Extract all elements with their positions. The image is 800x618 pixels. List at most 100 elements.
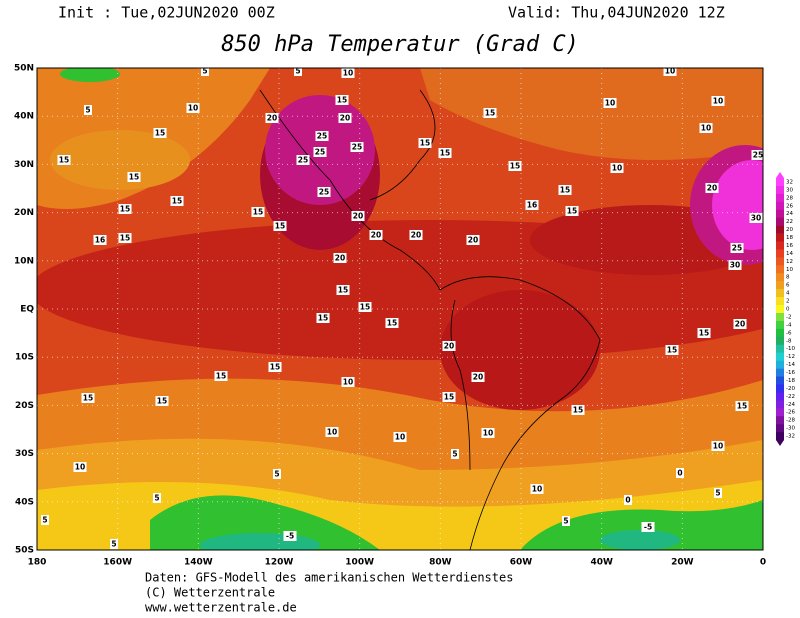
valid-time: Valid: Thu,04JUN2020 12Z [508,4,725,22]
contour-label: 16 [95,236,105,245]
contour-label-box [466,235,480,245]
colorbar-swatch [776,201,784,211]
colorbar-swatch [776,273,784,282]
contour-label-box [341,377,355,387]
colorbar-label: 8 [786,275,790,281]
colorbar-label: -16 [786,370,795,376]
contour-label: 15 [337,96,347,105]
colorbar-label: 0 [786,307,790,313]
contour-label-box [641,522,655,532]
lat-label: 20N [14,208,34,218]
colorbar-label: -4 [786,322,792,328]
colorbar-label: 24 [786,211,793,217]
colorbar-swatch [776,257,784,266]
contour-label-box [624,495,632,505]
contour-label: 20 [444,342,454,351]
contour-label-box [214,371,228,381]
contour-label: 30 [751,214,761,223]
contour-label: 5 [295,67,300,76]
colorbar-swatch [776,408,784,417]
contour-label: 10 [483,429,493,438]
contour-label: 10 [327,428,337,437]
contour-label-box [296,155,310,165]
contour-label: 15 [318,314,328,323]
contour-label-box [571,405,585,415]
contour-label: 15 [59,156,69,165]
contour-label-box [603,98,617,108]
contour-label-box [118,233,132,243]
contour-label-box [711,96,725,106]
field-green [60,68,120,82]
colorbar-label: -14 [786,362,795,368]
contour-label: 20 [267,114,277,123]
contour-label: 20 [735,320,745,329]
contour-label-box [201,68,209,76]
contour-label: 15 [360,303,370,312]
contour-label-box [714,488,722,498]
colorbar-swatch [776,400,784,409]
colorbar-label: -12 [786,354,795,360]
contour-label: 5 [202,67,207,76]
colorbar-label: -8 [786,338,792,344]
contour-label: 15 [253,208,263,217]
contour-label: 5 [274,470,279,479]
contour-label: 5 [452,450,457,459]
colorbar-swatch [776,233,784,242]
contour-label: 10 [665,67,675,76]
contour-label-box [730,243,744,253]
contour-label-box [676,468,684,478]
lat-label: 40S [15,497,34,507]
colorbar-swatch [776,209,784,218]
contour-label-box [317,187,331,197]
colorbar-label: 18 [786,235,793,241]
lat-label: 20S [15,401,34,411]
contour-label: 15 [444,393,454,402]
contour-label-box [733,319,747,329]
contour-label: 10 [612,164,622,173]
contour-label: 10 [532,485,542,494]
contour-label-box [294,68,302,76]
contour-label: 5 [85,106,90,115]
contour-label-box [711,441,725,451]
colorbar-label: -22 [786,394,795,400]
contour-label-box [350,142,364,152]
colorbar-swatch [776,185,784,195]
contour-label: 15 [216,372,226,381]
contour-label: 15 [120,234,130,243]
colorbar-swatch [776,384,784,393]
colorbar-swatch [776,392,784,401]
contour-label: 10 [713,442,723,451]
contour-label-box [268,362,282,372]
colorbar-swatch [776,424,784,433]
field-orange [420,68,763,160]
colorbar-label: 4 [786,291,790,297]
contour-label-box [93,235,107,245]
contour-label-box [562,516,570,526]
colorbar-label: -24 [786,402,795,408]
contour-label-box [409,230,423,240]
contour-label: 15 [172,197,182,206]
contour-label: 15 [510,162,520,171]
contour-label: 25 [753,151,763,160]
contour-label-box [325,427,339,437]
contour-label-box [81,393,95,403]
colorbar-swatch [776,281,784,290]
colorbar-label: 2 [786,299,790,305]
contour-label: 25 [298,156,308,165]
contour-label: 15 [567,207,577,216]
contour-label-box [438,148,452,158]
colorbar-swatch [776,360,784,369]
field-teal [600,530,680,550]
colorbar-swatch [776,432,784,441]
colorbar-label: -20 [786,386,795,392]
colorbar-swatch [776,328,784,338]
contour-label: 20 [473,373,483,382]
colorbar-label: 14 [786,251,793,257]
contour-label-box [153,493,161,503]
colorbar-cap [776,440,784,446]
colorbar-swatch [776,344,784,353]
contour-label: 10 [75,463,85,472]
contour-label: 20 [353,212,363,221]
colorbar-swatch [776,320,784,330]
